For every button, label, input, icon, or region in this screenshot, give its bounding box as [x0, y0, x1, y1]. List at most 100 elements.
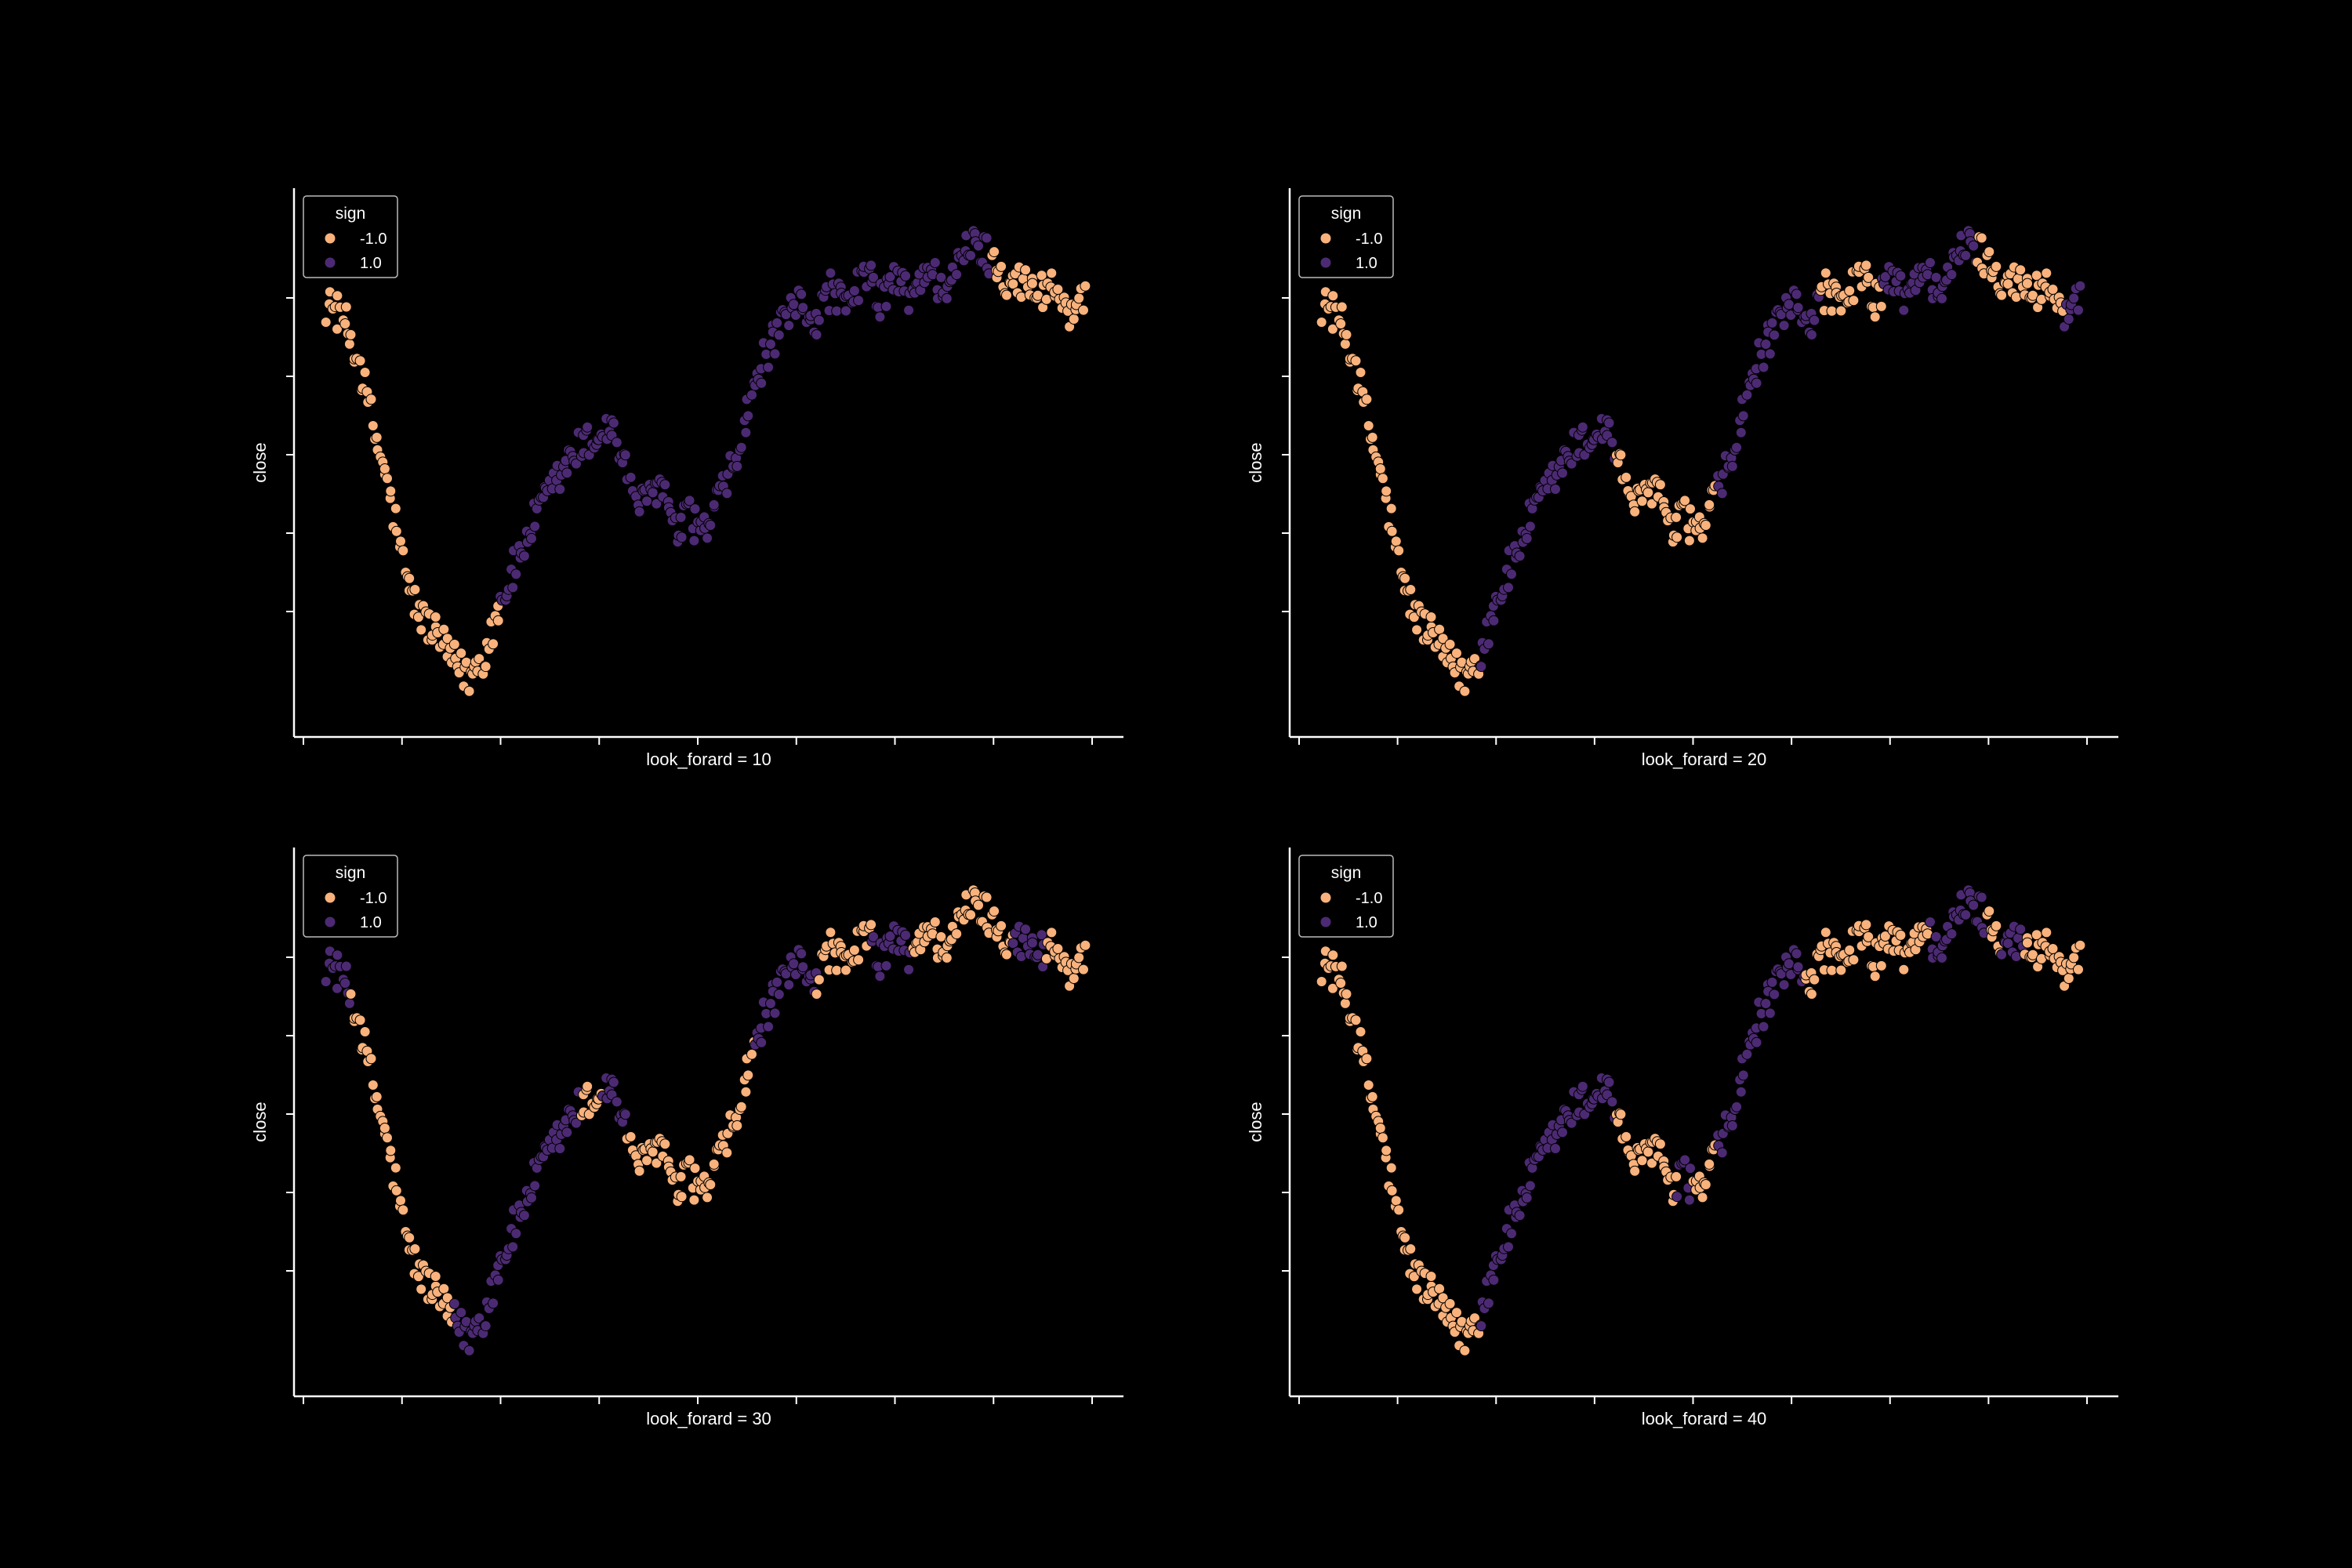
data-point: [797, 961, 809, 973]
scatter-points: [1316, 884, 2086, 1356]
data-point: [529, 1180, 541, 1192]
data-point: [1879, 931, 1891, 942]
data-point: [1671, 532, 1683, 543]
data-point: [1898, 964, 1910, 975]
data-point: [702, 532, 713, 544]
data-point: [1844, 944, 1856, 956]
data-point: [1760, 339, 1772, 350]
data-point: [771, 317, 783, 328]
data-point: [965, 909, 977, 920]
data-point: [1751, 1036, 1762, 1048]
data-point: [1080, 280, 1091, 292]
legend-title: sign: [336, 864, 366, 882]
data-point: [2015, 924, 2027, 935]
data-point: [1341, 988, 1352, 1000]
data-point: [1524, 1180, 1536, 1192]
data-point: [385, 1145, 397, 1156]
data-point: [647, 1146, 659, 1158]
data-point: [390, 503, 401, 514]
panel-3: look_forard = 30 close sign -1.0 1.0: [250, 848, 1123, 1428]
data-point: [1683, 535, 1695, 546]
data-point: [1766, 976, 1778, 988]
data-point: [1679, 1154, 1691, 1166]
data-point: [608, 1076, 619, 1088]
data-point: [1615, 1109, 1627, 1120]
data-point: [1716, 1147, 1728, 1159]
data-point: [345, 328, 357, 340]
data-point: [1758, 361, 1769, 373]
data-point: [518, 1210, 530, 1221]
data-point: [379, 1123, 390, 1134]
data-point: [619, 1109, 631, 1120]
data-point: [390, 525, 402, 537]
data-point: [1869, 971, 1881, 982]
data-point: [765, 998, 776, 1009]
data-point: [1381, 485, 1392, 497]
data-point: [1475, 661, 1487, 673]
data-point: [1459, 1345, 1471, 1356]
data-point: [608, 417, 619, 429]
legend-marker: [324, 916, 336, 928]
data-point: [1336, 960, 1348, 972]
data-point: [1716, 488, 1728, 499]
data-point: [1735, 1086, 1747, 1098]
data-point: [1860, 260, 1872, 271]
legend-label: 1.0: [360, 255, 382, 272]
data-point: [813, 314, 825, 326]
data-point: [941, 952, 953, 964]
data-point: [1390, 1195, 1402, 1207]
data-point: [1704, 499, 1715, 510]
data-point: [1363, 420, 1374, 431]
data-point: [582, 421, 593, 433]
data-point: [1764, 348, 1776, 360]
data-point: [2074, 280, 2086, 292]
data-point: [412, 612, 424, 623]
data-point: [1374, 463, 1386, 474]
data-point: [868, 931, 879, 942]
data-point: [935, 931, 947, 942]
data-point: [1483, 638, 1494, 650]
data-point: [1488, 615, 1500, 626]
data-point: [1355, 367, 1367, 378]
legend-title: sign: [1331, 205, 1362, 223]
data-point: [689, 1163, 701, 1174]
data-point: [783, 320, 795, 332]
data-point: [1778, 979, 1790, 991]
data-point: [1001, 289, 1012, 301]
data-point: [619, 449, 631, 461]
data-point: [1930, 271, 1942, 283]
data-point: [1636, 1155, 1648, 1167]
data-point: [1685, 503, 1696, 515]
data-point: [1411, 1283, 1423, 1295]
data-point: [379, 463, 390, 474]
data-point: [903, 964, 915, 975]
legend: sign -1.0 1.0: [303, 195, 398, 278]
data-point: [397, 1204, 409, 1216]
data-point: [2073, 964, 2084, 975]
legend-marker: [1319, 256, 1332, 269]
data-point: [1792, 961, 1804, 973]
data-point: [740, 1086, 752, 1098]
legend-label: 1.0: [1356, 255, 1377, 272]
data-point: [1521, 1192, 1533, 1203]
data-point: [1731, 1101, 1743, 1112]
data-point: [480, 1320, 492, 1332]
data-point: [866, 260, 877, 271]
data-point: [1327, 290, 1339, 302]
data-point: [1327, 949, 1339, 961]
data-point: [1425, 612, 1437, 622]
data-point: [1425, 1271, 1437, 1282]
data-point: [1968, 240, 1980, 252]
data-point: [705, 1179, 717, 1190]
data-point: [1341, 328, 1352, 340]
data-point: [1488, 1274, 1500, 1286]
data-point: [1566, 1117, 1577, 1129]
data-point: [981, 891, 993, 903]
data-point: [1806, 329, 1817, 340]
data-point: [332, 949, 343, 961]
data-point: [708, 1158, 720, 1170]
data-point: [2074, 939, 2086, 951]
data-point: [1606, 437, 1618, 448]
data-point: [769, 1007, 781, 1019]
data-point: [688, 1194, 700, 1206]
